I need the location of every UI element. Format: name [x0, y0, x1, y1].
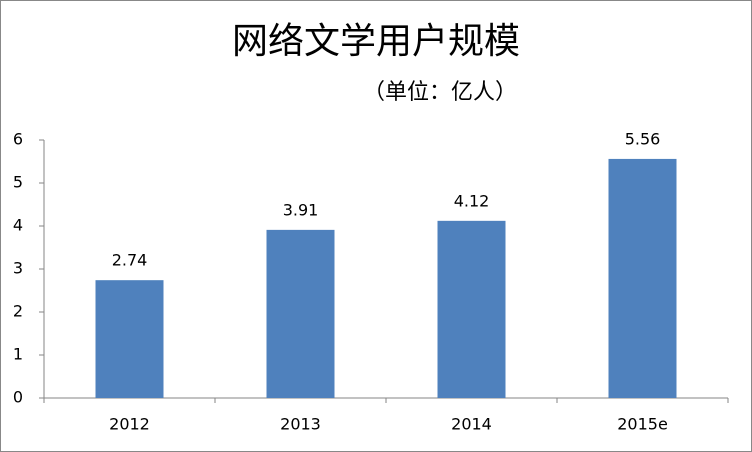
y-tick-label: 3: [13, 259, 23, 278]
x-tick-label: 2014: [451, 415, 492, 434]
value-label: 3.91: [283, 200, 319, 219]
y-tick-label: 6: [13, 130, 23, 149]
x-tick-label: 2015e: [617, 415, 668, 434]
value-label: 4.12: [454, 191, 490, 210]
y-tick-label: 5: [13, 173, 23, 192]
chart-title: 网络文学用户规模: [232, 21, 520, 62]
bar: [437, 220, 506, 398]
chart-subtitle: （单位：亿人）: [363, 80, 517, 105]
y-tick-label: 4: [13, 216, 23, 235]
y-tick-label: 2: [13, 302, 23, 321]
y-tick-label: 0: [13, 388, 23, 407]
value-label: 5.56: [625, 129, 661, 148]
bar: [95, 280, 164, 398]
y-tick-label: 1: [13, 345, 23, 364]
value-label: 2.74: [112, 251, 148, 270]
x-tick-label: 2012: [109, 415, 150, 434]
bar: [608, 158, 677, 398]
bar: [266, 229, 335, 398]
x-tick-label: 2013: [280, 415, 321, 434]
